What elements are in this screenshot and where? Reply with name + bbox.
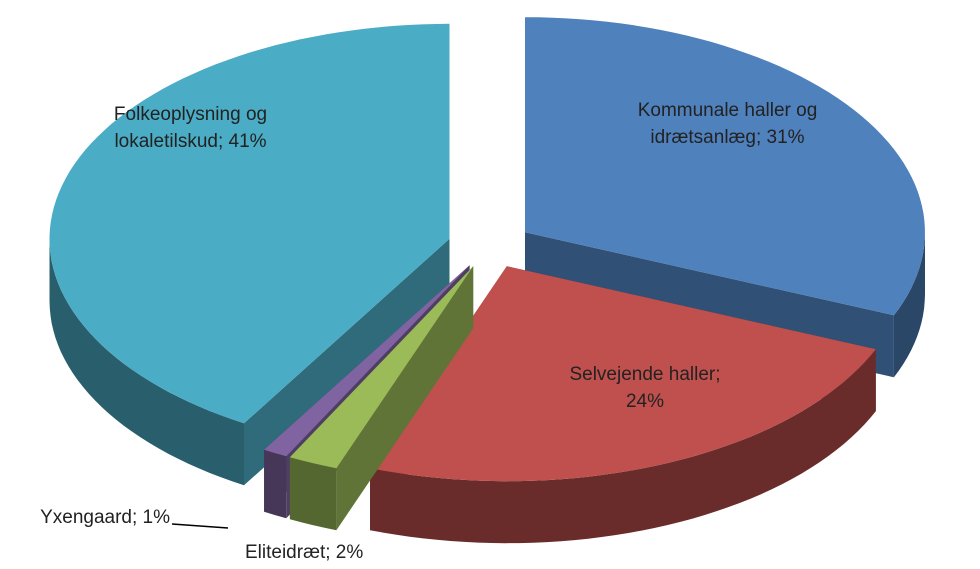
- slice-top: [289, 266, 474, 469]
- slice-top: [264, 265, 470, 457]
- data-label: Eliteidræt; 2%: [245, 542, 364, 563]
- pie-slice: [370, 266, 876, 544]
- slice-top: [370, 266, 876, 482]
- slice-top: [525, 17, 925, 316]
- data-label: Yxengaard; 1%: [40, 507, 170, 528]
- slice-top: [49, 23, 450, 424]
- data-label: Folkeoplysning og lokaletilskud; 41%: [113, 104, 268, 152]
- slice-outer-wall: [264, 449, 287, 519]
- slice-outer-wall: [893, 232, 925, 378]
- data-label: Kommunale haller og idrætsanlæg; 31%: [637, 100, 818, 148]
- pie-slice: [289, 266, 474, 531]
- slice-outer-wall: [370, 349, 876, 544]
- slice-outer-wall: [289, 457, 337, 531]
- slice-outer-wall: [49, 238, 244, 486]
- leader-line: [171, 523, 229, 529]
- data-label: Selvejende haller; 24%: [569, 364, 721, 412]
